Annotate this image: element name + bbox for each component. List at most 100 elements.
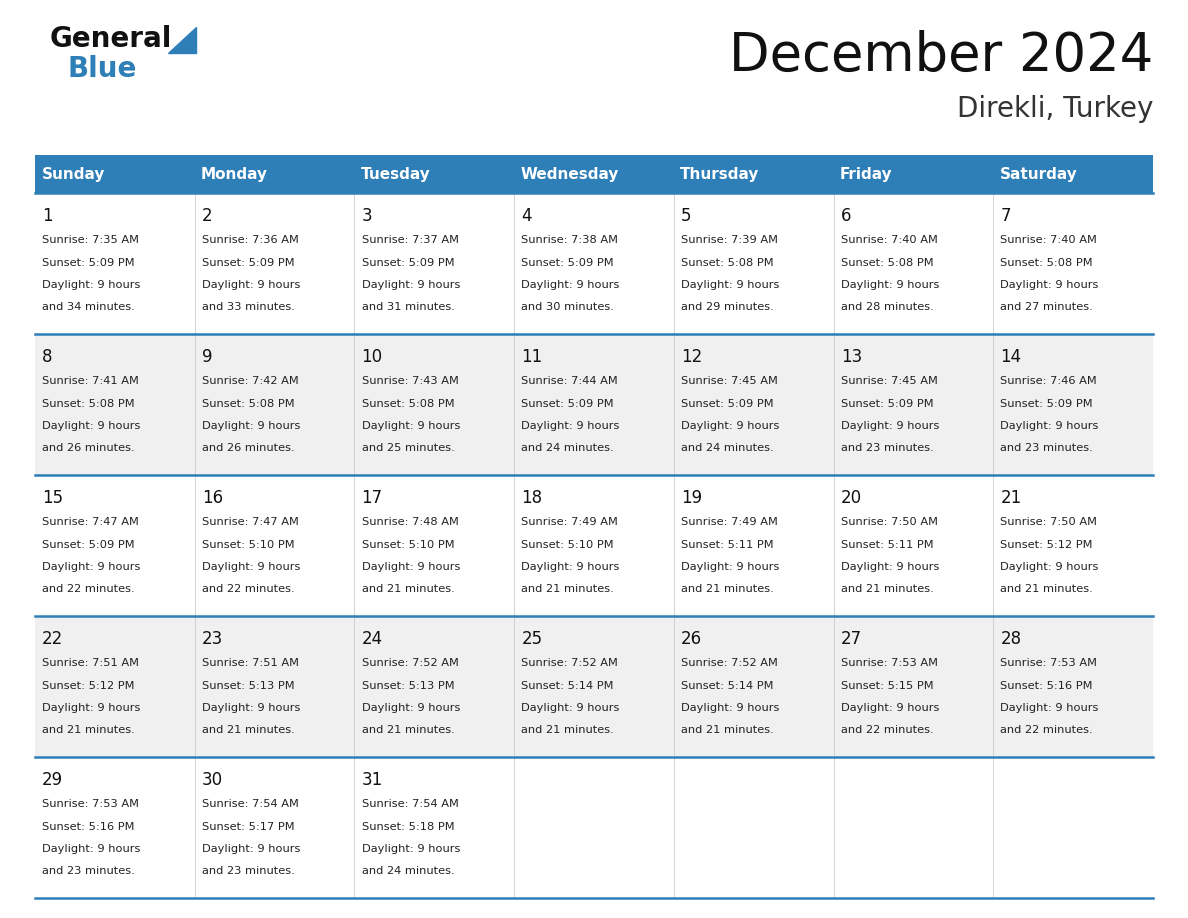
Text: Daylight: 9 hours: Daylight: 9 hours [1000,703,1099,713]
Text: Daylight: 9 hours: Daylight: 9 hours [202,562,301,572]
Text: Sunrise: 7:53 AM: Sunrise: 7:53 AM [841,658,937,668]
Bar [674,193,834,334]
Text: Sunrise: 7:54 AM: Sunrise: 7:54 AM [361,800,459,810]
Text: Daylight: 9 hours: Daylight: 9 hours [522,280,620,290]
Text: Sunrise: 7:47 AM: Sunrise: 7:47 AM [202,518,298,527]
Text: Sunset: 5:16 PM: Sunset: 5:16 PM [1000,680,1093,690]
Bar [674,757,834,898]
Bar [34,757,195,898]
Bar [354,334,514,475]
Text: and 22 minutes.: and 22 minutes. [1000,725,1093,735]
Text: and 22 minutes.: and 22 minutes. [43,584,134,594]
Bar [195,757,354,898]
Text: Sunrise: 7:41 AM: Sunrise: 7:41 AM [43,376,139,386]
Text: Sunset: 5:15 PM: Sunset: 5:15 PM [841,680,934,690]
Bar [354,475,514,616]
Text: 7: 7 [1000,207,1011,225]
Text: Sunset: 5:18 PM: Sunset: 5:18 PM [361,822,454,832]
Text: Sunset: 5:08 PM: Sunset: 5:08 PM [1000,258,1093,267]
Text: Sunset: 5:12 PM: Sunset: 5:12 PM [1000,540,1093,550]
Text: Sunset: 5:10 PM: Sunset: 5:10 PM [202,540,295,550]
Text: 26: 26 [681,630,702,648]
Text: Sunrise: 7:50 AM: Sunrise: 7:50 AM [841,518,937,527]
Text: 2: 2 [202,207,213,225]
Text: Friday: Friday [840,166,892,182]
Text: Sunrise: 7:53 AM: Sunrise: 7:53 AM [43,800,139,810]
Bar [993,757,1154,898]
Text: 20: 20 [841,489,861,507]
Text: and 28 minutes.: and 28 minutes. [841,302,934,312]
Text: Daylight: 9 hours: Daylight: 9 hours [43,703,140,713]
Text: Daylight: 9 hours: Daylight: 9 hours [522,703,620,713]
Text: General: General [50,25,172,53]
Text: Sunset: 5:09 PM: Sunset: 5:09 PM [43,258,134,267]
Text: 29: 29 [43,771,63,789]
Text: Daylight: 9 hours: Daylight: 9 hours [43,280,140,290]
Text: Daylight: 9 hours: Daylight: 9 hours [681,703,779,713]
Text: and 23 minutes.: and 23 minutes. [202,867,295,876]
Text: Sunrise: 7:51 AM: Sunrise: 7:51 AM [43,658,139,668]
Text: Sunday: Sunday [42,166,105,182]
Text: Sunset: 5:11 PM: Sunset: 5:11 PM [681,540,773,550]
Text: Daylight: 9 hours: Daylight: 9 hours [841,280,940,290]
Text: Sunset: 5:09 PM: Sunset: 5:09 PM [202,258,295,267]
Text: and 21 minutes.: and 21 minutes. [522,725,614,735]
Text: Sunset: 5:08 PM: Sunset: 5:08 PM [681,258,773,267]
Text: 23: 23 [202,630,223,648]
Text: 25: 25 [522,630,543,648]
Bar [514,475,674,616]
Text: Sunrise: 7:48 AM: Sunrise: 7:48 AM [361,518,459,527]
Bar [514,334,674,475]
Text: and 24 minutes.: and 24 minutes. [361,867,454,876]
Text: Daylight: 9 hours: Daylight: 9 hours [361,844,460,854]
Text: Daylight: 9 hours: Daylight: 9 hours [1000,562,1099,572]
Bar [834,334,993,475]
Bar [993,616,1154,757]
Text: 18: 18 [522,489,543,507]
Text: 12: 12 [681,348,702,366]
Text: Sunset: 5:08 PM: Sunset: 5:08 PM [202,398,295,409]
Text: Daylight: 9 hours: Daylight: 9 hours [681,280,779,290]
Text: 17: 17 [361,489,383,507]
Text: Sunrise: 7:42 AM: Sunrise: 7:42 AM [202,376,298,386]
Text: 30: 30 [202,771,223,789]
Text: Sunset: 5:09 PM: Sunset: 5:09 PM [681,398,773,409]
Bar [674,475,834,616]
Text: Sunset: 5:10 PM: Sunset: 5:10 PM [361,540,454,550]
Text: Sunset: 5:17 PM: Sunset: 5:17 PM [202,822,295,832]
Text: 16: 16 [202,489,223,507]
Text: and 30 minutes.: and 30 minutes. [522,302,614,312]
Text: Thursday: Thursday [681,166,759,182]
Text: Sunset: 5:11 PM: Sunset: 5:11 PM [841,540,934,550]
Text: 22: 22 [43,630,63,648]
Text: Daylight: 9 hours: Daylight: 9 hours [1000,420,1099,431]
Text: December 2024: December 2024 [728,30,1154,82]
Text: Daylight: 9 hours: Daylight: 9 hours [361,420,460,431]
Text: Sunrise: 7:53 AM: Sunrise: 7:53 AM [1000,658,1098,668]
Bar [993,334,1154,475]
Text: Sunrise: 7:47 AM: Sunrise: 7:47 AM [43,518,139,527]
Bar [354,193,514,334]
Bar [34,616,195,757]
Text: Sunrise: 7:49 AM: Sunrise: 7:49 AM [522,518,618,527]
Text: Sunset: 5:16 PM: Sunset: 5:16 PM [43,822,134,832]
Text: Sunset: 5:08 PM: Sunset: 5:08 PM [43,398,134,409]
Text: Monday: Monday [201,166,268,182]
Bar [34,475,195,616]
Text: Sunset: 5:12 PM: Sunset: 5:12 PM [43,680,134,690]
Text: Blue: Blue [68,55,138,83]
Bar [993,193,1154,334]
Text: Sunrise: 7:51 AM: Sunrise: 7:51 AM [202,658,299,668]
Text: and 26 minutes.: and 26 minutes. [43,443,134,453]
Text: 1: 1 [43,207,52,225]
Text: 13: 13 [841,348,862,366]
Bar [195,334,354,475]
Text: and 31 minutes.: and 31 minutes. [361,302,455,312]
Text: Daylight: 9 hours: Daylight: 9 hours [361,562,460,572]
Text: and 25 minutes.: and 25 minutes. [361,443,454,453]
Text: Daylight: 9 hours: Daylight: 9 hours [681,562,779,572]
Text: and 21 minutes.: and 21 minutes. [522,584,614,594]
Text: Wednesday: Wednesday [520,166,619,182]
Bar [514,757,674,898]
Text: 21: 21 [1000,489,1022,507]
